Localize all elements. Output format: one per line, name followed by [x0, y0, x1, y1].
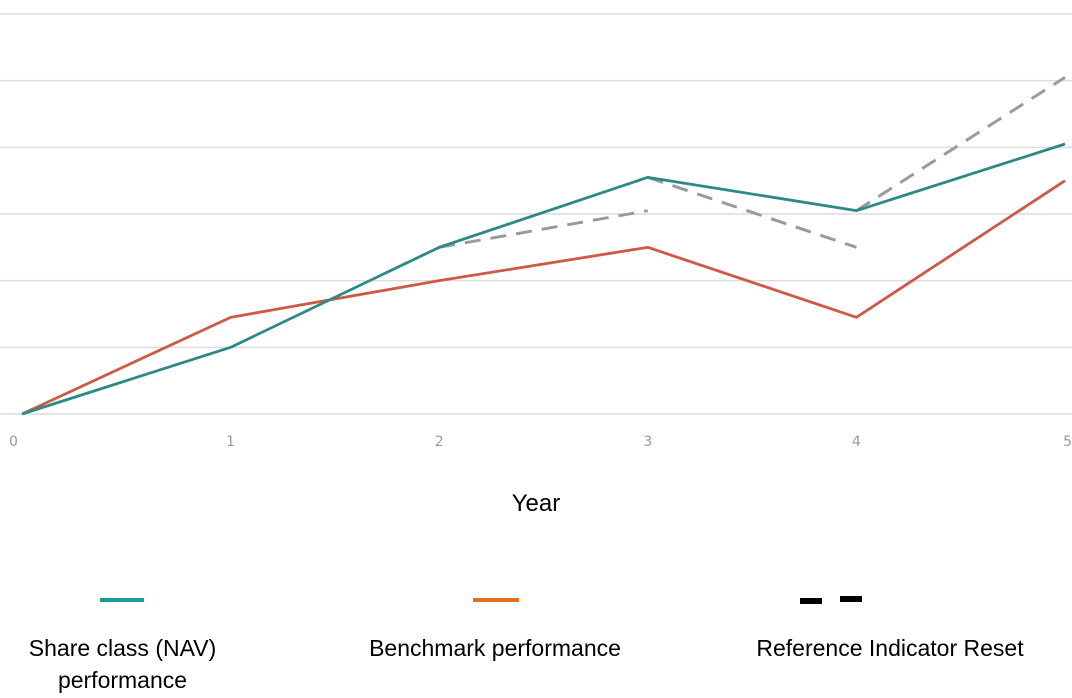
series-lines — [21, 76, 1066, 416]
legend-swatch-share-class — [100, 598, 144, 602]
legend-item-benchmark: Benchmark performance — [330, 632, 660, 664]
legend-swatch-reference-dash-1 — [800, 598, 822, 604]
x-tick-label: 0 — [9, 434, 18, 450]
legend-label: Benchmark performance — [369, 635, 621, 661]
gridlines — [0, 13, 1072, 415]
legend-item-share-class: Share class (NAV) performance — [0, 632, 245, 696]
x-axis-label: Year — [511, 490, 561, 517]
x-tick-label: 4 — [852, 434, 861, 450]
reference-indicator-reset-segment — [855, 76, 1066, 212]
x-tick-label: 3 — [643, 434, 652, 450]
x-tick-labels: 0 1 2 3 4 5 — [9, 434, 1072, 450]
share-class-nav-line — [21, 142, 1066, 416]
x-tick-label: 5 — [1063, 434, 1072, 450]
reference-indicator-reset-segment — [647, 175, 857, 249]
legend-swatch-reference-dash-2 — [840, 596, 862, 602]
x-tick-label: 2 — [435, 434, 444, 450]
legend-item-reference-indicator: Reference Indicator Reset — [715, 632, 1065, 664]
legend-swatch-benchmark — [473, 598, 519, 602]
reference-indicator-reset-segment — [438, 209, 649, 249]
legend-label: Reference Indicator Reset — [756, 635, 1024, 661]
legend-label-line-1: Share class (NAV) — [28, 635, 217, 661]
x-tick-label: 1 — [226, 434, 235, 450]
benchmark-performance-line — [21, 179, 1066, 416]
legend-label-line-2: performance — [57, 667, 188, 693]
line-chart: 0 1 2 3 4 5 — [0, 13, 1072, 450]
